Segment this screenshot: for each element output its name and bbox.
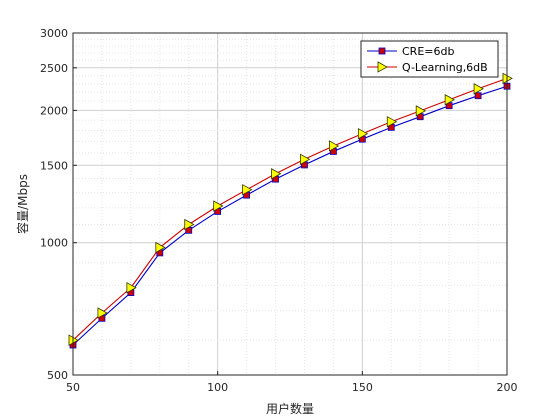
x-tick-label: 150 [352,381,373,394]
legend-marker [378,47,386,55]
data-point [386,116,398,128]
series-line [72,85,508,346]
data-point [184,218,195,231]
data-point [328,140,340,152]
y-tick-label: 3000 [40,27,68,40]
legend-label: CRE=6db [402,45,454,58]
data-point [242,184,253,196]
data-point [155,241,166,254]
data-point [474,92,482,100]
y-tick-label: 2000 [40,104,68,117]
legend: CRE=6db Q-Learning,6dB [360,40,499,78]
data-point [213,200,224,212]
plot-area [73,33,507,375]
data-point [415,105,427,117]
legend-marker [377,61,388,73]
data-point [126,282,137,294]
legend-box [360,40,499,78]
y-tick-label: 2500 [40,62,68,75]
data-point [271,168,282,180]
y-tick-label: 1000 [40,237,68,250]
data-point [300,153,311,165]
series-line [72,77,508,341]
x-tick-label: 50 [66,381,80,394]
ticks: 50 100 150 200 500 1000 1500 2000 2500 3000 [40,27,518,394]
x-tick-label: 200 [497,381,518,394]
y-tick-label: 500 [47,369,68,382]
data-point [473,83,484,95]
grid [73,33,507,375]
y-axis-label: 容量/Mbps [15,174,30,234]
x-tick-label: 100 [207,381,228,394]
data-point [97,307,108,319]
data-point [444,94,455,106]
data-point [357,128,369,140]
y-tick-label: 1500 [40,159,68,172]
legend-label: Q-Learning,6dB [402,61,488,74]
plot-border [72,32,508,376]
x-axis-label: 用户数量 [266,401,314,416]
